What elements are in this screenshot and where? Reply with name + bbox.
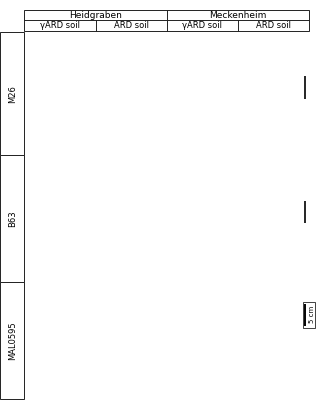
Text: Meckenheim: Meckenheim <box>209 10 267 20</box>
Bar <box>0 155 24 282</box>
Bar <box>0 282 24 399</box>
Text: MAL0595: MAL0595 <box>8 321 17 360</box>
Bar <box>303 302 315 328</box>
Text: ARD soil: ARD soil <box>114 21 149 30</box>
Text: ARD soil: ARD soil <box>256 21 291 30</box>
Text: B63: B63 <box>8 210 17 227</box>
Text: γARD soil: γARD soil <box>40 21 80 30</box>
Text: M26: M26 <box>8 85 17 102</box>
Bar <box>0 32 24 155</box>
Text: 5 cm: 5 cm <box>309 306 315 324</box>
Bar <box>24 10 309 31</box>
Text: Heidgraben: Heidgraben <box>69 10 122 20</box>
Text: γARD soil: γARD soil <box>182 21 223 30</box>
